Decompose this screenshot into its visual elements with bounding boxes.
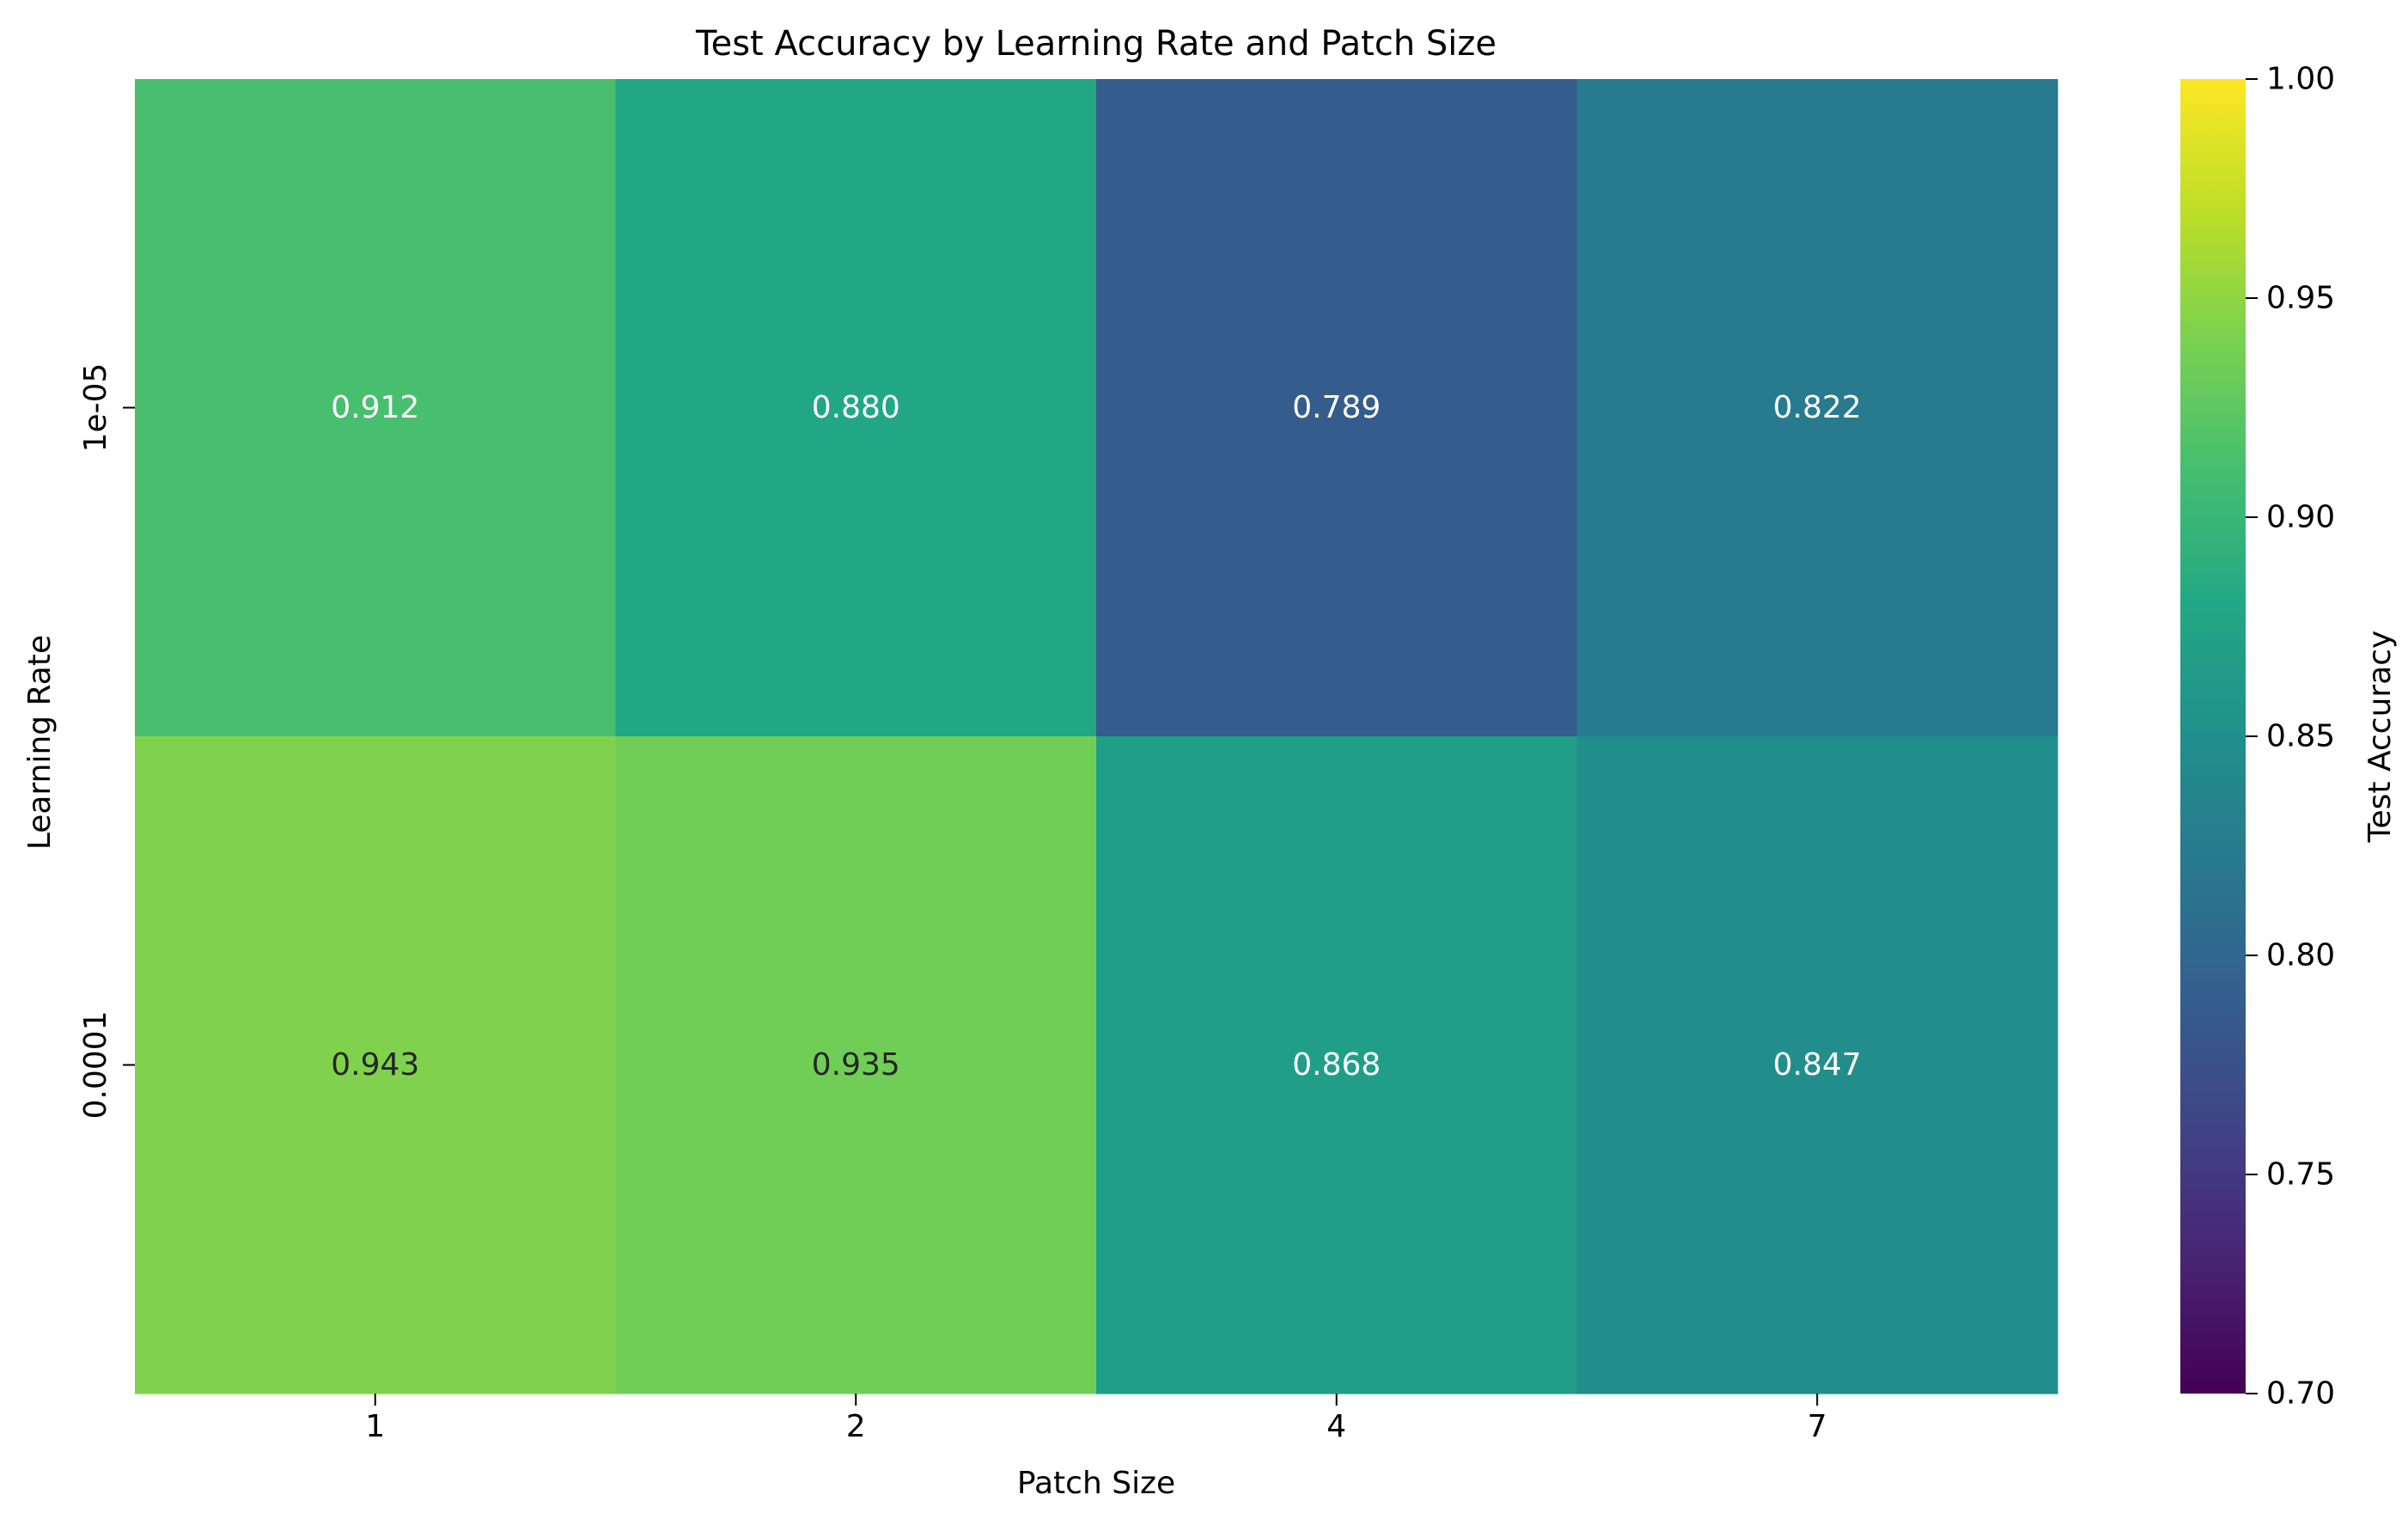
- y-tick-label: 0.0001: [78, 1011, 113, 1119]
- x-axis-ticks: 1 2 4 7: [365, 1394, 1827, 1444]
- colorbar-tick-label: 0.70: [2266, 1376, 2335, 1412]
- cell-value-label: 0.912: [331, 390, 419, 425]
- heatmap-cell: [1576, 736, 2058, 1394]
- heatmap-cell: [615, 736, 1097, 1394]
- heatmap-cell: [135, 736, 617, 1394]
- heatmap-cell: [135, 79, 617, 737]
- cell-value-label: 0.943: [331, 1047, 419, 1083]
- x-tick-label: 2: [846, 1409, 866, 1444]
- y-tick-label: 1e-05: [78, 363, 113, 453]
- colorbar-tick-label: 0.95: [2266, 281, 2335, 316]
- colorbar-tick-label: 0.75: [2266, 1157, 2335, 1193]
- colorbar-ticks: 0.70 0.75 0.80 0.85 0.90 0.95 1.00: [2246, 62, 2335, 1412]
- colorbar-tick-label: 0.90: [2266, 500, 2335, 535]
- colorbar-label: Test Accuracy: [2362, 631, 2398, 844]
- cell-value-label: 0.880: [812, 390, 900, 425]
- heatmap-cell: [1576, 79, 2058, 737]
- colorbar: [2180, 79, 2246, 1394]
- cell-value-label: 0.868: [1292, 1047, 1381, 1083]
- cell-value-label: 0.822: [1773, 390, 1862, 425]
- x-axis-label: Patch Size: [1017, 1466, 1175, 1501]
- colorbar-tick-label: 0.80: [2266, 938, 2335, 973]
- colorbar-tick-label: 0.85: [2266, 719, 2335, 754]
- x-tick-label: 7: [1808, 1409, 1827, 1444]
- heatmap-cell: [1096, 736, 1578, 1394]
- y-axis-label: Learning Rate: [22, 635, 58, 850]
- chart-title: Test Accuracy by Learning Rate and Patch…: [695, 24, 1497, 64]
- cell-value-label: 0.935: [812, 1047, 900, 1083]
- heatmap-cells: 0.912 0.880 0.789 0.822 0.943 0.935 0.868 0.847: [135, 79, 2058, 1394]
- cell-value-label: 0.789: [1292, 390, 1381, 425]
- x-tick-label: 1: [365, 1409, 385, 1444]
- cell-value-label: 0.847: [1773, 1047, 1862, 1083]
- heatmap-cell: [1096, 79, 1578, 737]
- heatmap-cell: [615, 79, 1097, 737]
- colorbar-tick-label: 1.00: [2266, 62, 2335, 97]
- x-tick-label: 4: [1326, 1409, 1346, 1444]
- y-axis-ticks: 1e-05 0.0001: [78, 363, 135, 1119]
